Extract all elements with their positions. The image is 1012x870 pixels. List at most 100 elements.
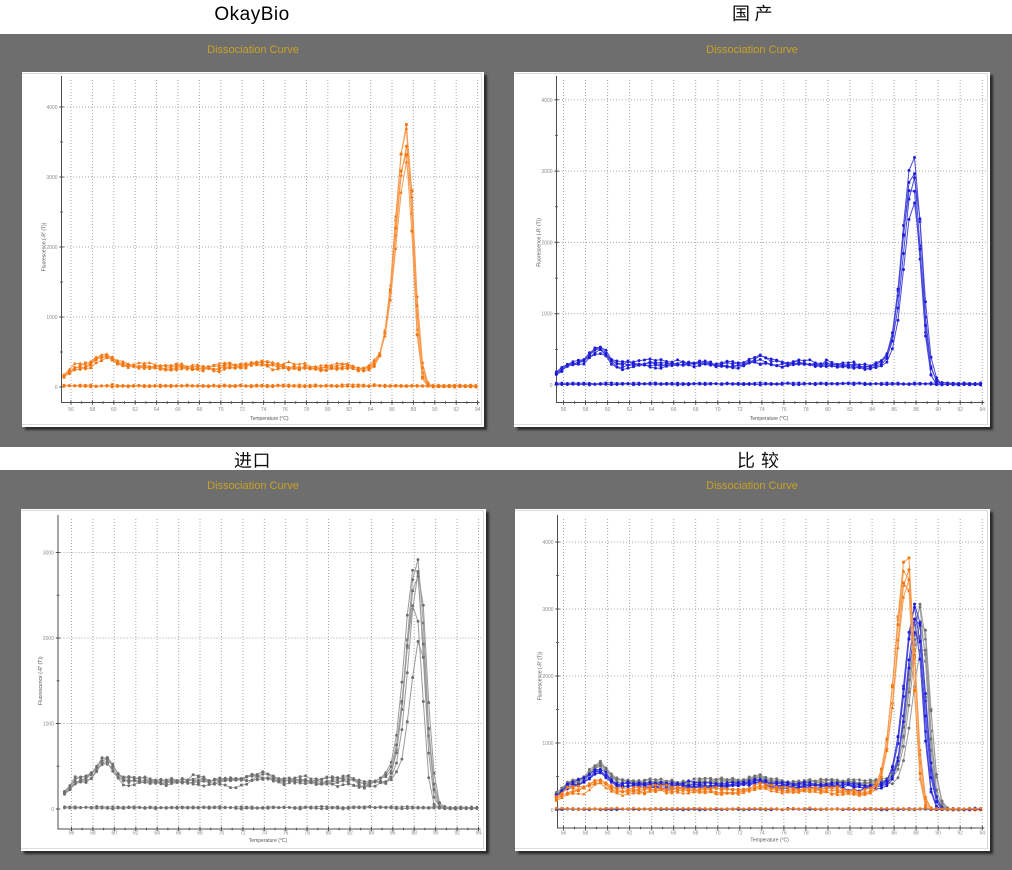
svg-text:Temperature (°C): Temperature (°C)	[249, 838, 288, 844]
svg-text:92: 92	[957, 407, 963, 413]
svg-text:4000: 4000	[46, 105, 57, 111]
svg-text:84: 84	[869, 407, 875, 413]
svg-text:2000: 2000	[541, 240, 552, 246]
svg-text:72: 72	[239, 407, 245, 413]
svg-text:94: 94	[475, 407, 481, 413]
svg-text:Temperature (°C): Temperature (°C)	[250, 416, 289, 422]
svg-text:74: 74	[262, 831, 268, 837]
svg-text:Temperature (°C): Temperature (°C)	[750, 416, 789, 422]
svg-text:1000: 1000	[542, 741, 553, 747]
svg-text:86: 86	[390, 831, 396, 837]
svg-text:92: 92	[453, 407, 459, 413]
svg-text:90: 90	[433, 831, 439, 837]
svg-text:78: 78	[803, 407, 809, 413]
svg-text:56: 56	[69, 831, 75, 837]
svg-text:66: 66	[671, 831, 677, 837]
svg-text:0: 0	[51, 807, 54, 813]
svg-text:3000: 3000	[542, 607, 553, 613]
svg-text:58: 58	[90, 831, 96, 837]
svg-text:60: 60	[605, 831, 611, 837]
svg-text:68: 68	[693, 831, 699, 837]
svg-text:72: 72	[240, 831, 246, 837]
svg-text:90: 90	[935, 407, 941, 413]
svg-text:72: 72	[737, 831, 743, 837]
svg-text:84: 84	[368, 407, 374, 413]
svg-text:66: 66	[176, 831, 182, 837]
svg-text:3000: 3000	[43, 551, 54, 557]
svg-text:84: 84	[369, 831, 375, 837]
svg-text:1000: 1000	[43, 722, 54, 728]
svg-text:Fluorescence (-R' (T)): Fluorescence (-R' (T))	[537, 218, 543, 267]
svg-text:76: 76	[283, 831, 289, 837]
svg-text:Fluorescence (-R' (T)): Fluorescence (-R' (T))	[42, 222, 48, 271]
svg-text:66: 66	[671, 407, 677, 413]
svg-text:80: 80	[325, 407, 331, 413]
svg-text:72: 72	[737, 407, 743, 413]
svg-text:74: 74	[261, 407, 267, 413]
svg-text:80: 80	[825, 831, 831, 837]
svg-text:0: 0	[55, 385, 58, 391]
svg-text:4000: 4000	[542, 540, 553, 546]
svg-text:56: 56	[561, 831, 567, 837]
svg-text:62: 62	[627, 831, 633, 837]
svg-text:56: 56	[68, 407, 74, 413]
svg-text:2000: 2000	[46, 245, 57, 251]
svg-text:82: 82	[847, 831, 853, 837]
svg-text:88: 88	[913, 831, 919, 837]
svg-text:62: 62	[132, 407, 138, 413]
svg-text:64: 64	[649, 831, 655, 837]
svg-text:78: 78	[304, 407, 310, 413]
svg-text:62: 62	[627, 407, 633, 413]
svg-text:88: 88	[411, 407, 417, 413]
svg-text:94: 94	[476, 831, 482, 837]
svg-text:56: 56	[561, 407, 567, 413]
svg-text:68: 68	[693, 407, 699, 413]
svg-text:4000: 4000	[541, 98, 552, 104]
svg-text:90: 90	[935, 831, 941, 837]
svg-text:64: 64	[154, 831, 160, 837]
svg-text:60: 60	[605, 407, 611, 413]
svg-text:76: 76	[781, 831, 787, 837]
svg-text:94: 94	[980, 831, 986, 837]
svg-text:58: 58	[583, 407, 589, 413]
svg-text:88: 88	[913, 407, 919, 413]
svg-text:76: 76	[781, 407, 787, 413]
svg-text:Temperature (°C): Temperature (°C)	[750, 838, 789, 844]
svg-text:70: 70	[219, 831, 225, 837]
svg-text:Fluorescence (-R' (T)): Fluorescence (-R' (T))	[538, 651, 544, 700]
svg-text:84: 84	[869, 831, 875, 837]
svg-text:3000: 3000	[541, 169, 552, 175]
svg-text:74: 74	[759, 407, 765, 413]
svg-text:76: 76	[282, 407, 288, 413]
svg-text:86: 86	[891, 831, 897, 837]
svg-text:1000: 1000	[541, 312, 552, 318]
svg-text:70: 70	[218, 407, 224, 413]
svg-text:3000: 3000	[46, 175, 57, 181]
svg-text:92: 92	[454, 831, 460, 837]
svg-text:64: 64	[154, 407, 160, 413]
svg-text:0: 0	[551, 808, 554, 814]
svg-text:80: 80	[825, 407, 831, 413]
svg-text:94: 94	[980, 407, 986, 413]
svg-text:62: 62	[133, 831, 139, 837]
svg-text:78: 78	[304, 831, 310, 837]
svg-text:82: 82	[346, 407, 352, 413]
svg-text:2000: 2000	[43, 636, 54, 642]
svg-text:1000: 1000	[46, 315, 57, 321]
svg-text:68: 68	[197, 831, 203, 837]
svg-text:92: 92	[957, 831, 963, 837]
svg-text:64: 64	[649, 407, 655, 413]
svg-text:Fluorescence (-R' (T)): Fluorescence (-R' (T))	[38, 656, 44, 705]
svg-text:60: 60	[111, 407, 117, 413]
svg-text:86: 86	[389, 407, 395, 413]
svg-text:0: 0	[550, 383, 553, 389]
svg-text:82: 82	[347, 831, 353, 837]
svg-text:88: 88	[411, 831, 417, 837]
svg-text:90: 90	[432, 407, 438, 413]
svg-text:58: 58	[583, 831, 589, 837]
svg-text:82: 82	[847, 407, 853, 413]
svg-text:86: 86	[891, 407, 897, 413]
svg-text:66: 66	[175, 407, 181, 413]
svg-text:78: 78	[803, 831, 809, 837]
svg-text:74: 74	[759, 831, 765, 837]
